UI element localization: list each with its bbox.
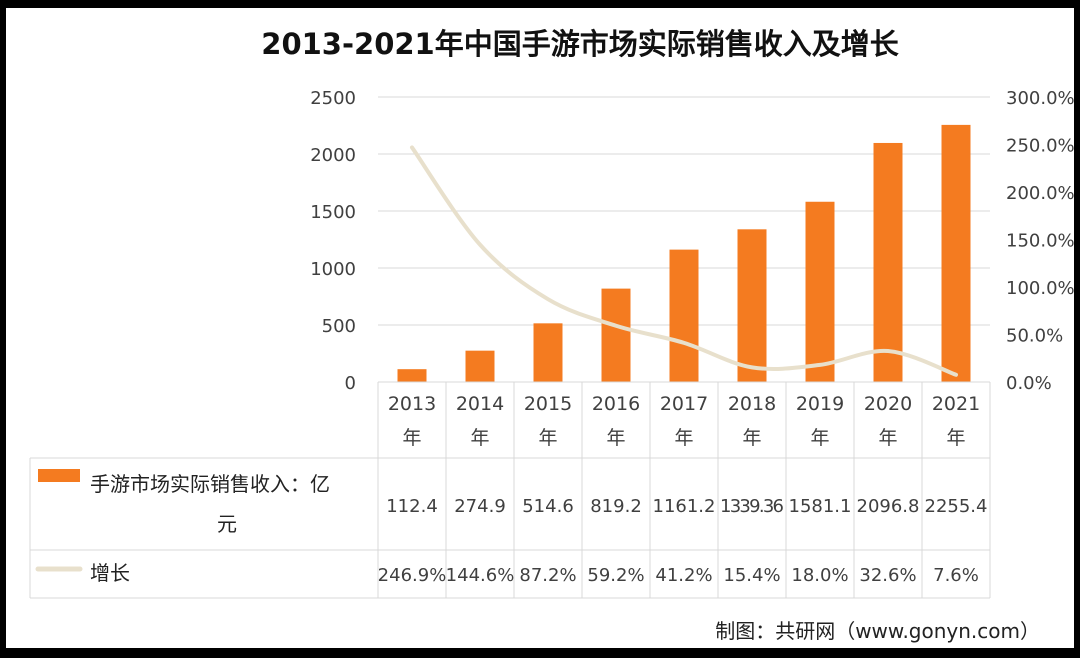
category-label: 年 — [538, 427, 557, 449]
right-tick-label: 100.0% — [1006, 278, 1075, 299]
category-label: 年 — [946, 427, 965, 449]
legend-bar-label: 元 — [217, 512, 237, 536]
left-tick-label: 2500 — [310, 88, 356, 109]
bar — [669, 249, 699, 382]
bar-value-label: 2096.8 — [857, 496, 920, 517]
category-label: 年 — [606, 427, 625, 449]
right-tick-label: 0.0% — [1006, 373, 1052, 394]
bar — [397, 369, 427, 382]
category-label: 2020 — [864, 393, 912, 415]
bar — [941, 124, 971, 382]
right-axis-ticks: 0.0% 50.0% 100.0% 150.0% 200.0% 250.0% 300.0% — [1006, 88, 1075, 394]
bar — [873, 142, 903, 382]
line-series — [410, 145, 958, 377]
right-tick-label: 300.0% — [1006, 88, 1075, 109]
chart-title: 2013-2021年中国手游市场实际销售收入及增长 — [261, 27, 899, 61]
category-label: 2014 — [456, 393, 504, 415]
category-label: 年 — [810, 427, 829, 449]
left-axis-ticks: 0 500 1000 1500 2000 2500 — [310, 88, 356, 394]
left-tick-label: 500 — [322, 316, 356, 337]
growth-value-label: 18.0% — [791, 565, 848, 586]
bar-value-label: 2255.4 — [925, 496, 988, 517]
category-label: 2019 — [796, 393, 844, 415]
category-label: 2017 — [660, 393, 708, 415]
growth-value-label: 246.9% — [378, 565, 447, 586]
data-table: 2013 年 2014 年 2015 年 2016 年 2017 年 2018 年 2019 年 2020 年… — [29, 381, 991, 599]
bar-value-label: 274.9 — [454, 496, 506, 517]
left-tick-label: 1000 — [310, 259, 356, 280]
growth-value-label: 87.2% — [519, 565, 576, 586]
category-label: 2015 — [524, 393, 572, 415]
bar-value-label: 1581.1 — [789, 496, 852, 517]
right-tick-label: 150.0% — [1006, 231, 1075, 252]
bar-value-label: 514.6 — [522, 496, 574, 517]
bar — [601, 288, 631, 382]
category-label: 年 — [402, 427, 421, 449]
right-tick-label: 250.0% — [1006, 136, 1075, 157]
bar-series — [397, 124, 971, 382]
bar-value-label: 819.2 — [590, 496, 642, 517]
bar-value-label: 1339.36 — [720, 496, 784, 517]
bar-value-label: 112.4 — [386, 496, 438, 517]
growth-line — [410, 145, 958, 377]
category-label: 2013 — [388, 393, 436, 415]
category-label: 年 — [674, 427, 693, 449]
growth-value-label: 15.4% — [723, 565, 780, 586]
bar — [533, 323, 563, 382]
growth-value-label: 59.2% — [587, 565, 644, 586]
right-tick-label: 200.0% — [1006, 183, 1075, 204]
growth-value-label: 7.6% — [933, 565, 979, 586]
right-tick-label: 50.0% — [1006, 326, 1063, 347]
source-credit: 制图：共研网（www.gonyn.com） — [715, 619, 1040, 643]
growth-value-label: 32.6% — [859, 565, 916, 586]
bar-value-label: 1161.2 — [653, 496, 716, 517]
legend-bar-swatch — [38, 469, 80, 482]
category-label: 2021 — [932, 393, 980, 415]
growth-value-label: 144.6% — [446, 565, 515, 586]
left-tick-label: 2000 — [310, 145, 356, 166]
bar — [737, 229, 767, 382]
category-label: 年 — [878, 427, 897, 449]
category-label: 2018 — [728, 393, 776, 415]
growth-value-label: 41.2% — [655, 565, 712, 586]
legend-bar-label: 手游市场实际销售收入：亿 — [90, 472, 330, 496]
category-label: 年 — [742, 427, 761, 449]
left-tick-label: 1500 — [310, 202, 356, 223]
bar — [805, 201, 835, 382]
category-label: 2016 — [592, 393, 640, 415]
category-label: 年 — [470, 427, 489, 449]
bar — [465, 350, 495, 382]
legend-line-label: 增长 — [90, 561, 130, 585]
left-tick-label: 0 — [345, 373, 356, 394]
